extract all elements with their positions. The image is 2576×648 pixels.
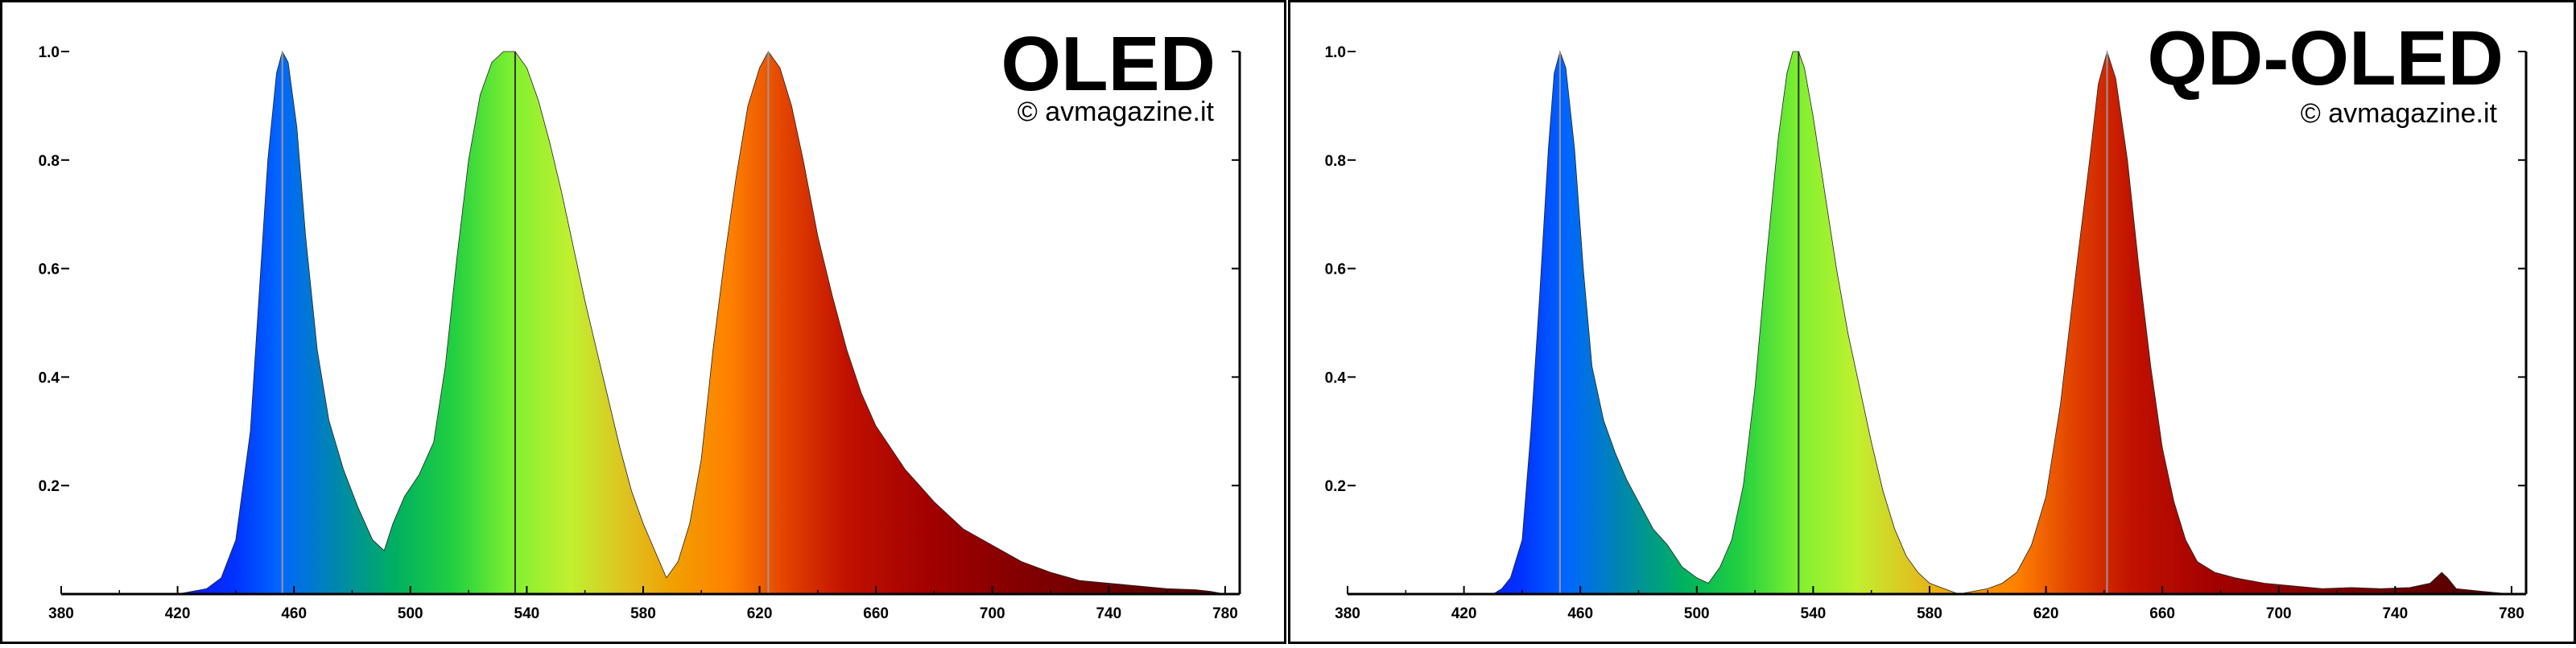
y-tick-label: 0.4 [1325, 369, 1347, 386]
x-tick-label: 700 [980, 605, 1005, 622]
x-tick-label: 420 [1451, 605, 1477, 622]
x-tick-label: 780 [1212, 605, 1238, 622]
y-tick-label: 0.8 [1325, 153, 1346, 170]
chart-panel-1: 380 420 460 500 540 580 620 660 700 740 780 0.2 0.4 0… [0, 0, 1286, 644]
spectrum-area [1348, 50, 2512, 595]
x-tick-label: 460 [281, 605, 307, 622]
chart-title: OLED [1001, 21, 1216, 107]
x-tick-label: 500 [398, 605, 423, 622]
x-tick-label: 660 [863, 605, 889, 622]
y-tick-label: 0.4 [39, 369, 60, 386]
panel-frame [1288, 0, 2576, 644]
x-tick-label: 620 [2033, 605, 2059, 622]
x-tick-label: 740 [2382, 605, 2408, 622]
x-tick-label: 380 [1335, 605, 1360, 622]
x-tick-label: 780 [2499, 605, 2524, 622]
spectrum-area [61, 50, 1225, 595]
y-tick-label: 1.0 [1325, 44, 1346, 61]
x-tick-label: 500 [1684, 605, 1710, 622]
x-tick-label: 420 [165, 605, 191, 622]
chart-credit: © avmagazine.it [1018, 97, 1215, 127]
x-tick-label: 660 [2149, 605, 2175, 622]
x-tick-label: 540 [1801, 605, 1827, 622]
x-tick-label: 580 [630, 605, 656, 622]
x-tick-label: 580 [1917, 605, 1942, 622]
y-tick-label: 0.8 [39, 153, 60, 170]
y-tick-label: 0.2 [1325, 478, 1346, 495]
chart-credit: © avmagazine.it [2301, 98, 2498, 129]
y-tick-label: 0.6 [1325, 262, 1346, 279]
y-tick-label: 0.6 [39, 262, 60, 279]
x-tick-label: 740 [1096, 605, 1121, 622]
x-tick-label: 460 [1567, 605, 1593, 622]
x-tick-label: 620 [747, 605, 773, 622]
x-tick-label: 540 [514, 605, 540, 622]
y-tick-label: 0.2 [39, 478, 60, 495]
chart-panel-2: 380 420 460 500 540 580 620 660 700 740 780 0.2 0.4 0… [1288, 0, 2576, 644]
y-tick-label: 1.0 [39, 44, 60, 61]
x-tick-label: 700 [2266, 605, 2292, 622]
x-tick-label: 380 [48, 605, 74, 622]
chart-title: QD-OLED [2147, 15, 2504, 101]
